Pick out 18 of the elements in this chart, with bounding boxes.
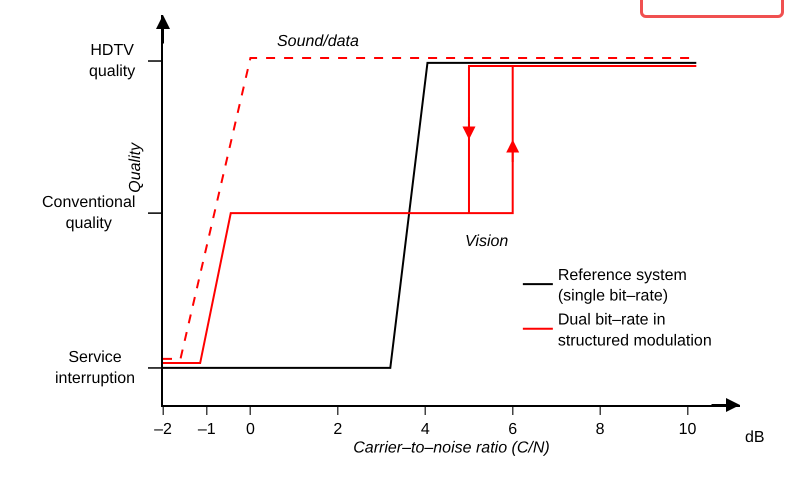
x-axis-title: Carrier–to–noise ratio (C/N) <box>353 439 550 456</box>
legend-label: Reference system (single bit–rate) <box>558 266 687 305</box>
text: Conventional quality <box>42 194 136 232</box>
text: Service interruption <box>55 349 136 387</box>
x-tick-label: 4 <box>420 421 430 438</box>
text: HDTV quality <box>89 42 136 80</box>
text: dB <box>745 429 765 446</box>
x-tick-label: 10 <box>678 421 697 438</box>
x-tick-label: 8 <box>596 421 605 438</box>
y-axis-title: Quality <box>127 142 144 193</box>
x-tick-label: –1 <box>198 421 216 438</box>
x-tick-label: 0 <box>246 421 255 438</box>
annotation: Vision <box>465 233 508 250</box>
x-tick-label: 2 <box>333 421 342 438</box>
legend-label: Dual bit–rate in structured modulation <box>558 312 712 350</box>
x-tick-label: –2 <box>154 421 172 438</box>
x-tick-label: 6 <box>508 421 518 438</box>
text: Sound/data <box>277 33 359 50</box>
